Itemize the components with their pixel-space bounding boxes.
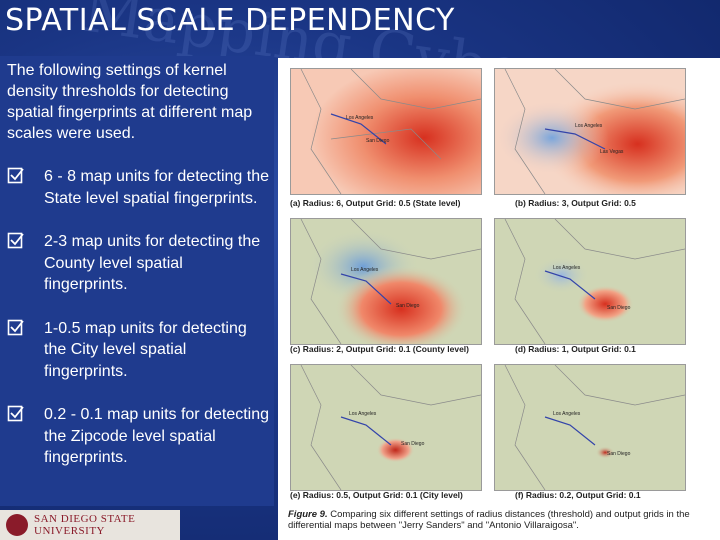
map-city-label: San Diego bbox=[396, 303, 420, 309]
map-caption: (e) Radius: 0.5, Output Grid: 0.1 (City … bbox=[290, 490, 463, 500]
logo-line-1: SAN DIEGO STATE bbox=[34, 513, 136, 525]
map-city-label: Los Angeles bbox=[553, 411, 581, 417]
bullet-text: 0.2 - 0.1 map units for detecting the Zi… bbox=[44, 406, 270, 466]
checkbox-icon bbox=[7, 232, 24, 249]
map-city-label: Los Angeles bbox=[575, 123, 603, 129]
bullet-list: 6 - 8 map units for detecting the State … bbox=[7, 166, 269, 491]
map-city-label: San Diego bbox=[366, 138, 390, 144]
map-city-label: Las Vegas bbox=[600, 149, 624, 155]
map-a: Los Angeles San Diego bbox=[290, 68, 482, 195]
map-city-label: Los Angeles bbox=[351, 267, 379, 273]
bullet-text: 1-0.5 map units for detecting the City l… bbox=[44, 319, 247, 380]
slide-title: SPATIAL SCALE DEPENDENCY bbox=[5, 3, 455, 38]
bullet-text: 6 - 8 map units for detecting the State … bbox=[44, 168, 270, 207]
bullet-item: 2-3 map units for detecting the County l… bbox=[7, 231, 269, 296]
map-city-label: San Diego bbox=[401, 441, 425, 447]
map-caption: (f) Radius: 0.2, Output Grid: 0.1 bbox=[515, 490, 641, 500]
map-e: Los Angeles San Diego bbox=[290, 364, 482, 491]
bullet-item: 6 - 8 map units for detecting the State … bbox=[7, 166, 269, 209]
map-f: Los Angeles San Diego bbox=[494, 364, 686, 491]
map-city-label: Los Angeles bbox=[553, 265, 581, 271]
checkbox-icon bbox=[7, 405, 24, 422]
map-city-label: San Diego bbox=[607, 305, 631, 311]
map-city-label: San Diego bbox=[607, 451, 631, 457]
map-b: Los Angeles Las Vegas bbox=[494, 68, 686, 195]
bullet-text: 2-3 map units for detecting the County l… bbox=[44, 233, 261, 293]
map-caption: (a) Radius: 6, Output Grid: 0.5 (State l… bbox=[290, 198, 461, 208]
map-caption: (d) Radius: 1, Output Grid: 0.1 bbox=[515, 344, 636, 354]
bullet-item: 1-0.5 map units for detecting the City l… bbox=[7, 318, 269, 383]
text-panel bbox=[0, 56, 274, 506]
map-c: Los Angeles San Diego bbox=[290, 218, 482, 345]
checkbox-icon bbox=[7, 319, 24, 335]
checkbox-icon bbox=[7, 167, 24, 184]
seal-icon bbox=[6, 514, 28, 536]
intro-paragraph: The following settings of kernel density… bbox=[7, 62, 253, 142]
map-caption: (c) Radius: 2, Output Grid: 0.1 (County … bbox=[290, 344, 469, 354]
logo-line-2: UNIVERSITY bbox=[34, 525, 105, 537]
map-city-label: Los Angeles bbox=[346, 115, 374, 121]
map-caption: (b) Radius: 3, Output Grid: 0.5 bbox=[515, 198, 636, 208]
university-logo: SAN DIEGO STATE UNIVERSITY bbox=[0, 510, 180, 540]
figure-label: Figure 9. bbox=[288, 509, 328, 520]
figure-caption: Figure 9. Comparing six different settin… bbox=[288, 509, 718, 531]
figure-text: Comparing six different settings of radi… bbox=[288, 509, 690, 531]
map-d: Los Angeles San Diego bbox=[494, 218, 686, 345]
bullet-item: 0.2 - 0.1 map units for detecting the Zi… bbox=[7, 404, 269, 469]
map-city-label: Los Angeles bbox=[349, 411, 377, 417]
